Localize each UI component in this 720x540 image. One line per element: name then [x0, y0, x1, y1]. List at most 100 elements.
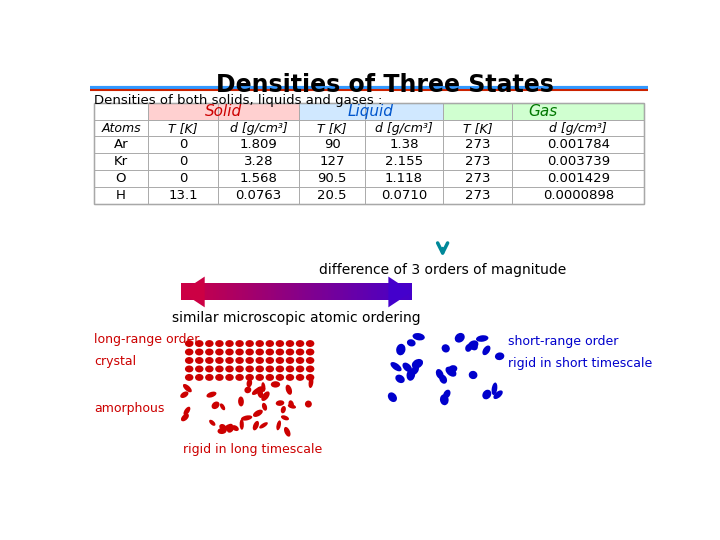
Ellipse shape	[184, 407, 190, 415]
Text: 1.568: 1.568	[240, 172, 277, 185]
Bar	[187, 284, 191, 300]
Ellipse shape	[195, 340, 204, 347]
Text: 0: 0	[179, 172, 187, 185]
Bar	[397, 284, 400, 300]
Text: amorphous: amorphous	[94, 402, 164, 415]
Text: d [g/cm³]: d [g/cm³]	[230, 122, 287, 135]
Text: 0.001784: 0.001784	[546, 138, 610, 151]
Bar	[213, 284, 217, 300]
Bar	[409, 284, 412, 300]
Bar	[279, 284, 282, 300]
Text: 0: 0	[179, 138, 187, 151]
Ellipse shape	[469, 371, 477, 379]
Ellipse shape	[220, 424, 226, 430]
Bar	[190, 284, 194, 300]
Bar	[207, 284, 211, 300]
Ellipse shape	[492, 382, 498, 395]
Ellipse shape	[396, 344, 405, 355]
Ellipse shape	[240, 419, 244, 430]
Ellipse shape	[276, 340, 284, 347]
Ellipse shape	[470, 343, 478, 350]
Bar	[193, 284, 197, 300]
Bar	[274, 284, 276, 300]
Text: d [g/cm³]: d [g/cm³]	[549, 122, 607, 135]
Ellipse shape	[246, 379, 252, 387]
Bar	[291, 284, 294, 300]
Ellipse shape	[185, 366, 194, 373]
Bar	[406, 284, 409, 300]
Ellipse shape	[246, 340, 254, 347]
Polygon shape	[388, 276, 412, 307]
Ellipse shape	[246, 366, 254, 373]
Ellipse shape	[238, 396, 244, 407]
Ellipse shape	[223, 424, 233, 431]
Ellipse shape	[276, 348, 284, 355]
Text: short-range order: short-range order	[508, 335, 619, 348]
Bar	[302, 284, 305, 300]
Ellipse shape	[455, 333, 464, 342]
Ellipse shape	[215, 340, 224, 347]
Ellipse shape	[195, 374, 204, 381]
Ellipse shape	[225, 348, 234, 355]
Ellipse shape	[220, 403, 225, 410]
Bar	[297, 284, 300, 300]
Bar	[184, 284, 188, 300]
Bar	[403, 284, 406, 300]
Text: 273: 273	[464, 156, 490, 168]
Ellipse shape	[232, 425, 239, 431]
Bar	[374, 284, 377, 300]
Ellipse shape	[482, 346, 490, 355]
Ellipse shape	[195, 348, 204, 355]
Bar	[253, 284, 256, 300]
Bar	[354, 284, 357, 300]
Ellipse shape	[215, 374, 224, 381]
Bar	[216, 284, 220, 300]
Ellipse shape	[181, 414, 189, 421]
Text: 273: 273	[464, 172, 490, 185]
Bar	[351, 284, 354, 300]
Ellipse shape	[444, 390, 451, 399]
Ellipse shape	[205, 366, 214, 373]
Ellipse shape	[286, 384, 292, 395]
Ellipse shape	[207, 392, 217, 397]
Ellipse shape	[256, 340, 264, 347]
Ellipse shape	[212, 401, 220, 409]
Text: 273: 273	[464, 189, 490, 202]
Text: long-range order: long-range order	[94, 333, 199, 346]
Bar	[271, 284, 274, 300]
Ellipse shape	[262, 403, 267, 411]
Ellipse shape	[407, 369, 415, 381]
Bar	[288, 284, 291, 300]
Bar	[395, 284, 397, 300]
Text: similar microscopic atomic ordering: similar microscopic atomic ordering	[172, 311, 421, 325]
Ellipse shape	[215, 357, 224, 364]
Ellipse shape	[235, 348, 244, 355]
Ellipse shape	[185, 374, 194, 381]
Ellipse shape	[284, 427, 291, 437]
Ellipse shape	[246, 357, 254, 364]
Ellipse shape	[252, 388, 261, 395]
Ellipse shape	[215, 348, 224, 355]
Bar	[262, 284, 265, 300]
Ellipse shape	[227, 425, 234, 433]
Bar	[346, 284, 348, 300]
Bar	[400, 284, 403, 300]
Bar	[181, 284, 185, 300]
Bar	[311, 284, 314, 300]
Text: 20.5: 20.5	[318, 189, 347, 202]
Ellipse shape	[225, 374, 234, 381]
Bar	[285, 284, 288, 300]
Ellipse shape	[266, 366, 274, 373]
Ellipse shape	[266, 340, 274, 347]
Ellipse shape	[441, 344, 450, 353]
Bar	[334, 284, 337, 300]
Bar	[265, 284, 268, 300]
Ellipse shape	[253, 410, 263, 417]
Bar	[230, 284, 233, 300]
Bar	[386, 284, 389, 300]
Text: 0: 0	[179, 156, 187, 168]
Ellipse shape	[205, 340, 214, 347]
Text: rigid in short timescale: rigid in short timescale	[508, 357, 653, 370]
Ellipse shape	[306, 348, 315, 355]
Ellipse shape	[235, 374, 244, 381]
